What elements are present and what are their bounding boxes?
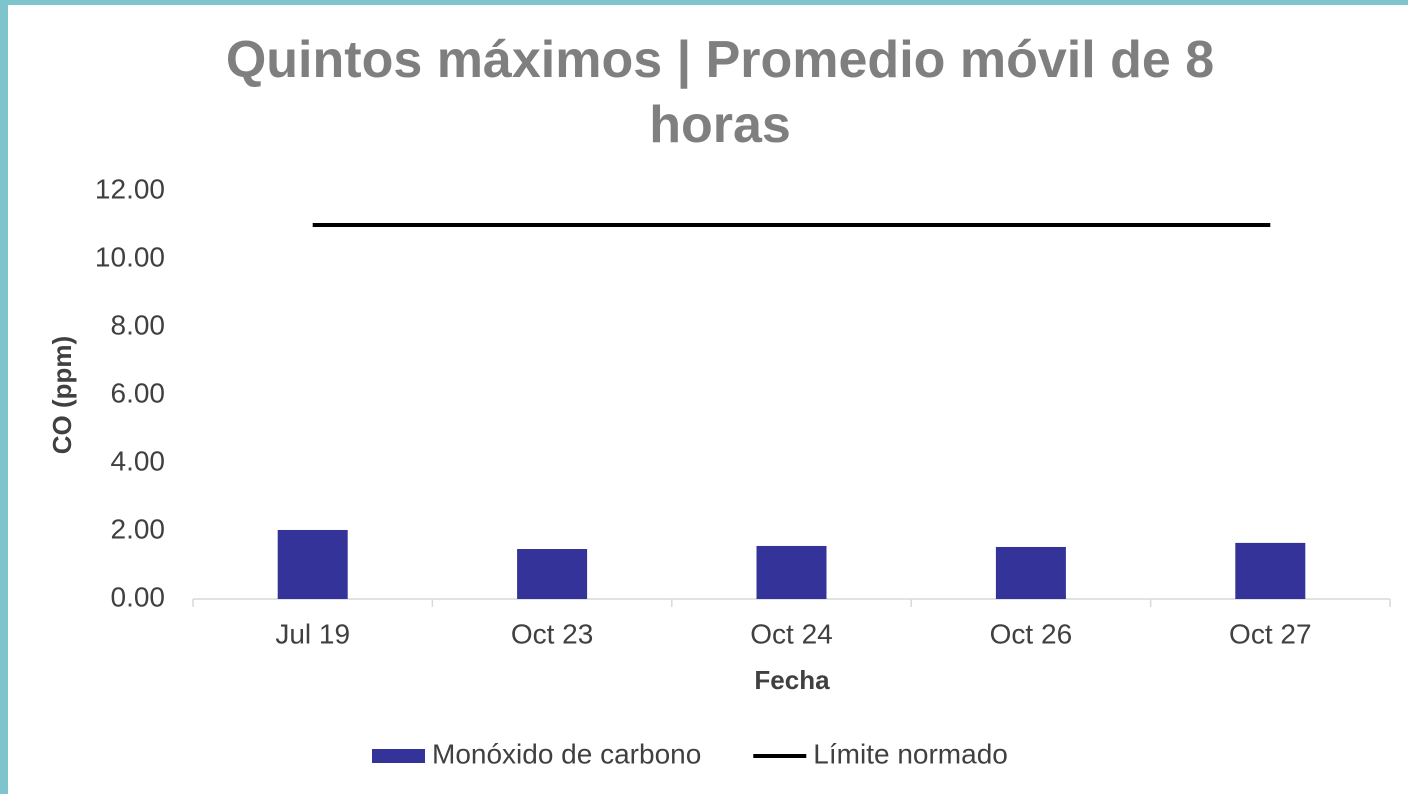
chart-title: Quintos máximos | Promedio móvil de 8 hor… [226, 31, 1214, 154]
y-tick-label: 4.00 [111, 445, 166, 476]
x-tick-label: Jul 19 [275, 618, 350, 649]
x-axis-title: Fecha [754, 665, 830, 695]
x-tick-label: Oct 26 [990, 618, 1072, 649]
y-tick-label: 12.00 [95, 173, 165, 204]
legend-label: Límite normado [813, 738, 1008, 769]
bar [277, 529, 348, 599]
y-tick-label: 2.00 [111, 513, 166, 544]
y-axis-title: CO (ppm) [47, 336, 77, 454]
y-tick-label: 0.00 [111, 581, 166, 612]
chart-background [8, 5, 1408, 794]
legend-swatch [372, 749, 425, 763]
bar [995, 546, 1066, 599]
x-tick-label: Oct 27 [1229, 618, 1311, 649]
bar [756, 545, 827, 599]
bar [517, 549, 588, 599]
y-tick-label: 6.00 [111, 377, 166, 408]
bar [1235, 542, 1306, 599]
legend-label: Monóxido de carbono [432, 738, 701, 769]
x-tick-label: Oct 24 [750, 618, 832, 649]
y-tick-label: 10.00 [95, 241, 165, 272]
y-tick-label: 8.00 [111, 309, 166, 340]
x-tick-label: Oct 23 [511, 618, 593, 649]
